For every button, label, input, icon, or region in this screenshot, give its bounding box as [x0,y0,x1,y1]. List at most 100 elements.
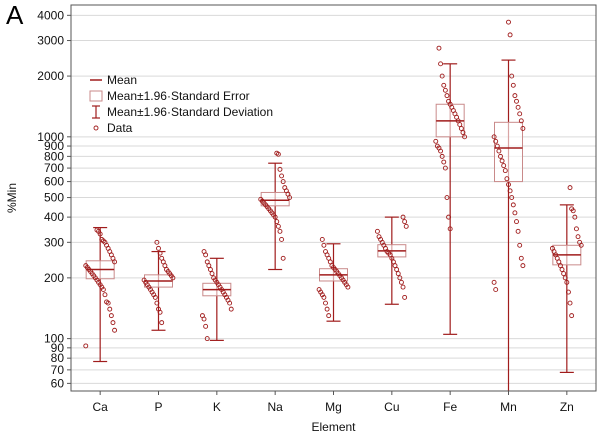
data-point [491,134,497,140]
data-point [107,306,113,312]
data-point [512,93,518,99]
y-tick-label: 400 [44,210,64,224]
data-point [141,277,147,283]
data-point [565,289,571,295]
data-point [562,275,568,281]
data-point [209,271,215,277]
data-point [376,234,382,240]
data-point [280,179,286,185]
data-point [572,214,578,220]
y-tick-label: 100 [44,332,64,346]
group-mn [491,19,526,391]
data-point [204,259,210,265]
grid-lines [71,14,596,384]
x-tick-label: Mn [500,400,517,414]
data-point [499,158,505,164]
data-point [567,300,573,306]
data-point [159,255,165,261]
data-point [402,219,408,225]
data-point [496,148,502,154]
data-point [493,287,499,293]
data-point [441,82,447,88]
y-tick-label: 1000 [37,130,64,144]
data-point [94,227,100,233]
data-point [277,228,283,234]
data-point [520,126,526,131]
group-ca [83,226,118,363]
x-tick-label: Fe [443,400,457,414]
y-tick-label: 80 [51,351,65,365]
data-point [228,306,234,312]
legend-data-symbol [93,125,99,131]
group-k [199,249,234,342]
box-groups [83,19,584,391]
data-point [323,300,328,306]
data-point [446,214,452,220]
legend-entry-label: Mean [107,73,137,87]
group-na [258,150,293,271]
data-point [518,255,524,261]
data-point [507,188,513,194]
data-point [280,255,286,261]
data-point [204,336,210,342]
data-point [514,219,519,225]
group-fe [433,45,468,335]
data-point [402,294,408,300]
data-point [549,245,555,251]
data-point [433,138,439,144]
x-axis-ticks: Ca P K Na Mg Cu Fe Mn Zn [92,391,574,414]
data-point [444,93,450,99]
data-point [201,249,207,255]
data-point [517,242,523,248]
data-point [400,214,406,220]
data-point [517,111,523,117]
data-point [447,226,453,232]
data-point [156,245,161,251]
data-point [442,87,448,93]
data-point [403,223,409,229]
data-point [316,287,322,293]
y-tick-label: 600 [44,175,64,189]
x-tick-label: Ca [92,400,108,414]
x-tick-label: P [154,400,162,414]
y-tick-label: 60 [51,376,65,390]
y-tick-label: 500 [44,191,64,205]
data-point [502,168,508,174]
data-point [157,250,163,256]
plot-frame [70,4,597,392]
data-point [154,300,160,306]
data-point [439,153,445,159]
y-tick-label: 70 [51,363,65,377]
data-point [441,159,447,165]
y-tick-label: 90 [51,341,65,355]
data-point [394,267,400,272]
data-point [507,32,513,38]
data-point [515,104,521,110]
data-point [374,228,380,234]
legend-entry-label: Mean±1.96·Standard Error [107,89,250,103]
data-point [108,313,114,319]
data-point [506,19,511,25]
data-point [493,138,499,144]
data-point [112,327,118,333]
y-tick-label: 2000 [37,69,64,83]
data-point [83,343,89,349]
data-point [258,196,264,202]
data-point [509,73,515,79]
data-point [83,263,89,269]
data-point [156,306,161,312]
data-point [514,98,519,104]
x-tick-label: Na [267,400,283,414]
data-point [104,299,110,305]
data-point [438,61,444,67]
data-point [397,275,403,281]
legend-entry-label: Mean±1.96·Standard Deviation [107,105,273,119]
x-tick-label: Mg [325,400,342,414]
data-point [159,320,165,326]
group-p [141,239,176,331]
data-point [559,267,565,272]
data-point [323,249,328,255]
data-point [279,173,285,179]
data-point [506,182,511,188]
data-point [518,118,524,124]
